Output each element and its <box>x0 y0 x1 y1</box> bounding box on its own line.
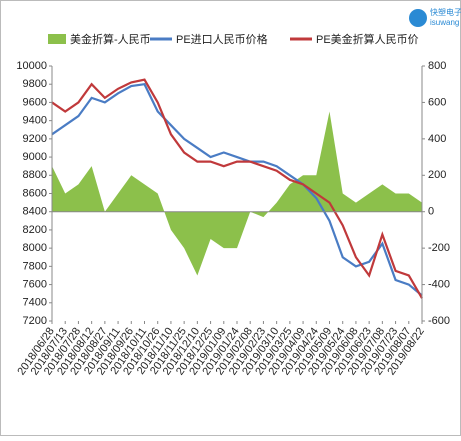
y-tick-label: 9000 <box>23 151 47 163</box>
y2-tick-label: 800 <box>428 60 446 72</box>
legend-swatch <box>48 34 66 44</box>
y2-tick-label: 0 <box>428 206 434 218</box>
y2-tick-label: 200 <box>428 169 446 181</box>
legend-label: PE美金折算人民币价 <box>316 32 419 46</box>
y2-tick-label: -200 <box>428 242 450 254</box>
y-tick-label: 7600 <box>23 278 47 290</box>
y-tick-label: 9800 <box>23 78 47 90</box>
y-tick-label: 7400 <box>23 297 47 309</box>
y-tick-label: 8400 <box>23 206 47 218</box>
y2-tick-label: 600 <box>428 96 446 108</box>
y-tick-label: 8000 <box>23 242 47 254</box>
y-tick-label: 9600 <box>23 96 47 108</box>
legend-label: PE进口人民币价格 <box>176 32 268 46</box>
y-tick-label: 9400 <box>23 115 47 127</box>
y-tick-label: 7200 <box>23 315 47 327</box>
legend-label: 美金折算-人民币 <box>70 32 151 46</box>
y2-tick-label: -600 <box>428 315 450 327</box>
y-tick-label: 8600 <box>23 187 47 199</box>
area <box>52 111 422 276</box>
line <box>51 78 423 299</box>
y-tick-label: 10000 <box>16 60 47 72</box>
logo-icon <box>409 9 427 27</box>
y-tick-label: 8800 <box>23 169 47 181</box>
y2-tick-label: -400 <box>428 278 450 290</box>
y2-tick-label: 400 <box>428 133 446 145</box>
y-tick-label: 7800 <box>23 260 47 272</box>
y-tick-label: 9200 <box>23 133 47 145</box>
y-tick-label: 8200 <box>23 224 47 236</box>
logo-name: 快塑电子 <box>430 7 461 17</box>
logo-sub: isuwang <box>430 18 459 27</box>
